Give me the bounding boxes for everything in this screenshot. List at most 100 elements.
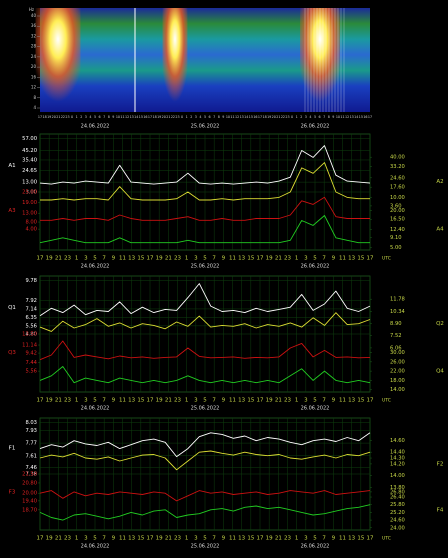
x-tick-label: 5 [203,398,207,404]
x-tick-label: 14 [244,115,248,119]
x-tick-label: 23 [285,115,289,119]
axis-name: A2 [436,179,443,185]
series-line [39,432,371,458]
y-tick-label: 4 [33,105,36,110]
x-tick-label: 23 [284,256,291,262]
x-tick-label: 19 [47,115,51,119]
x-tick-label: 22 [171,115,175,119]
y-tick-label: 14.40 [390,450,405,456]
x-tick-label: 3 [194,398,198,404]
x-tick-label: 23 [64,256,71,262]
x-tick-label: 9 [222,536,226,542]
x-tick-label: 3 [195,115,197,119]
y-tick-label: 57.00 [22,136,37,142]
y-tick-label: 11.78 [390,297,405,303]
axis-name: A1 [8,163,15,169]
y-tick-label: 26.00 [390,359,405,365]
x-tick-label: 13 [238,536,245,542]
x-tick-label: 1 [185,256,189,262]
x-tick-label: 3 [84,398,88,404]
x-tick-label: 4 [199,115,201,119]
x-tick-label: 2 [300,115,302,119]
date-label: 24.06.2022 [81,406,110,412]
x-tick-label: 15 [357,536,364,542]
x-tick-label: 18 [42,115,46,119]
x-tick-label: 23 [65,115,69,119]
x-tick-label: 15 [359,115,363,119]
y-tick-label: 21.50 [22,472,37,478]
date-label: 25.06.2022 [191,544,220,550]
y-tick-label: 13.00 [22,180,37,186]
x-tick-label: 3 [84,536,88,542]
x-tick-label: 1 [295,398,299,404]
activity-burst [300,8,340,112]
x-tick-label: 15 [249,115,253,119]
y-tick-label: 16 [31,74,37,79]
x-tick-label: 1 [75,536,79,542]
x-tick-label: 13 [238,256,245,262]
series-line [39,450,371,471]
y-tick-label: 10.34 [390,309,406,315]
x-tick-label: 15 [247,536,254,542]
series-line [40,162,370,201]
activity-burst [35,8,81,112]
x-tick-label: 21 [165,398,172,404]
y-tick-label: 18.00 [390,378,405,384]
axis-name: Q4 [436,369,444,375]
y-tick-label: 9.42 [25,351,37,357]
x-tick-label: 14 [134,115,138,119]
x-tick-label: 17 [367,256,374,262]
x-tick-label: 15 [137,398,144,404]
x-tick-label: 13 [350,115,354,119]
y-tick-label: 16.50 [390,217,405,223]
x-tick-label: 1 [185,536,189,542]
x-tick-label: 21 [276,115,280,119]
x-tick-label: 19 [156,398,163,404]
x-tick-label: 9 [332,536,336,542]
x-tick-label: 1 [75,398,79,404]
y-tick-label: 26.80 [390,489,405,495]
x-tick-label: 3 [304,398,308,404]
x-tick-label: 13 [348,536,355,542]
x-tick-label: 17 [257,536,264,542]
x-tick-label: 20 [162,115,166,119]
y-tick-label: 12.40 [390,227,405,233]
date-label: 26.06.2022 [301,406,330,412]
x-tick-label: 4 [89,115,91,119]
x-tick-label: 21 [56,115,60,119]
x-tick-label: 5 [313,398,317,404]
x-tick-label: 15 [247,398,254,404]
x-tick-label: 15 [137,536,144,542]
y-tick-label: 25.80 [390,502,405,508]
x-unit: UTC [382,536,391,542]
x-tick-label: 8 [108,115,110,119]
y-tick-label: 20.00 [22,491,37,497]
x-tick-label: 6 [319,115,321,119]
x-tick-label: 17 [147,256,154,262]
y-tick-label: 26.40 [390,495,405,501]
x-tick-label: 12 [235,115,239,119]
x-tick-label: 21 [55,536,62,542]
x-tick-label: 11 [119,536,126,542]
y-tick-label: 25.00 [22,190,37,196]
x-tick-label: 22 [281,115,285,119]
y-tick-label: 40.00 [390,155,405,161]
x-tick-label: 1 [186,115,188,119]
date-label: 24.06.2022 [81,264,110,270]
y-tick-label: 19.00 [22,200,37,206]
y-tick-label: 20.00 [390,208,405,214]
axis-name: F4 [437,507,444,513]
x-tick-label: 7 [103,115,105,119]
x-tick-label: 19 [157,115,161,119]
x-tick-label: 19 [46,256,53,262]
x-tick-label: 23 [284,536,291,542]
x-tick-label: 21 [275,536,282,542]
x-tick-label: 7 [322,398,326,404]
y-tick-label: 13.50 [22,332,37,338]
y-tick-label: 10.00 [390,195,405,201]
y-tick-label: 24.60 [390,518,405,524]
x-tick-label: 7 [322,256,326,262]
x-tick-label: 11 [339,256,346,262]
y-tick-label: 4.80 [25,332,37,338]
x-tick-label: 1 [295,256,299,262]
